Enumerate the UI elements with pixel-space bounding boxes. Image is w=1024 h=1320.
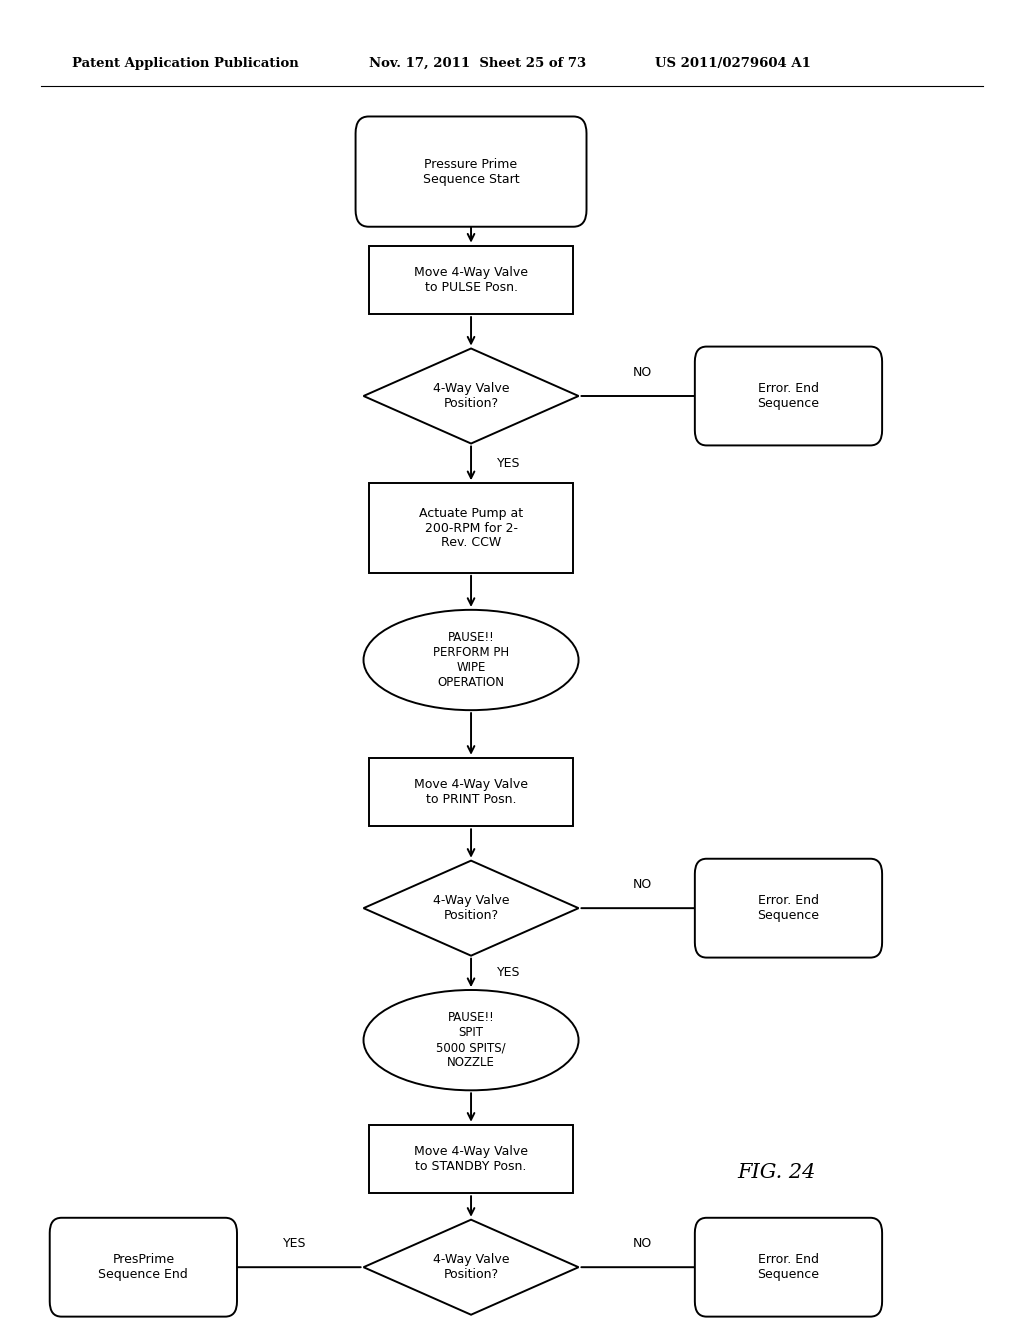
FancyBboxPatch shape: [695, 1218, 882, 1316]
FancyBboxPatch shape: [50, 1218, 237, 1316]
Text: PAUSE!!
PERFORM PH
WIPE
OPERATION: PAUSE!! PERFORM PH WIPE OPERATION: [433, 631, 509, 689]
Text: Actuate Pump at
200-RPM for 2-
Rev. CCW: Actuate Pump at 200-RPM for 2- Rev. CCW: [419, 507, 523, 549]
FancyBboxPatch shape: [355, 116, 587, 227]
Text: NO: NO: [633, 366, 652, 379]
Text: YES: YES: [497, 966, 520, 979]
Text: Pressure Prime
Sequence Start: Pressure Prime Sequence Start: [423, 157, 519, 186]
Polygon shape: [364, 861, 579, 956]
FancyBboxPatch shape: [369, 246, 573, 314]
Text: Nov. 17, 2011  Sheet 25 of 73: Nov. 17, 2011 Sheet 25 of 73: [369, 57, 586, 70]
Text: PAUSE!!
SPIT
5000 SPITS/
NOZZLE: PAUSE!! SPIT 5000 SPITS/ NOZZLE: [436, 1011, 506, 1069]
FancyBboxPatch shape: [369, 483, 573, 573]
Text: Move 4-Way Valve
to STANDBY Posn.: Move 4-Way Valve to STANDBY Posn.: [414, 1144, 528, 1173]
Text: YES: YES: [497, 457, 520, 470]
Polygon shape: [364, 1220, 579, 1315]
Text: Move 4-Way Valve
to PULSE Posn.: Move 4-Way Valve to PULSE Posn.: [414, 265, 528, 294]
Text: Error. End
Sequence: Error. End Sequence: [758, 894, 819, 923]
Text: NO: NO: [633, 878, 652, 891]
FancyBboxPatch shape: [695, 347, 882, 445]
Text: US 2011/0279604 A1: US 2011/0279604 A1: [655, 57, 811, 70]
Text: Patent Application Publication: Patent Application Publication: [72, 57, 298, 70]
Text: Error. End
Sequence: Error. End Sequence: [758, 1253, 819, 1282]
FancyBboxPatch shape: [369, 1125, 573, 1193]
Ellipse shape: [364, 610, 579, 710]
Text: Error. End
Sequence: Error. End Sequence: [758, 381, 819, 411]
Text: YES: YES: [283, 1237, 306, 1250]
FancyBboxPatch shape: [695, 859, 882, 957]
Text: PresPrime
Sequence End: PresPrime Sequence End: [98, 1253, 188, 1282]
Text: 4-Way Valve
Position?: 4-Way Valve Position?: [433, 1253, 509, 1282]
Text: FIG. 24: FIG. 24: [737, 1163, 816, 1181]
Text: NO: NO: [633, 1237, 652, 1250]
FancyBboxPatch shape: [369, 758, 573, 826]
Text: 4-Way Valve
Position?: 4-Way Valve Position?: [433, 381, 509, 411]
Ellipse shape: [364, 990, 579, 1090]
Text: 4-Way Valve
Position?: 4-Way Valve Position?: [433, 894, 509, 923]
Text: Move 4-Way Valve
to PRINT Posn.: Move 4-Way Valve to PRINT Posn.: [414, 777, 528, 807]
Polygon shape: [364, 348, 579, 444]
